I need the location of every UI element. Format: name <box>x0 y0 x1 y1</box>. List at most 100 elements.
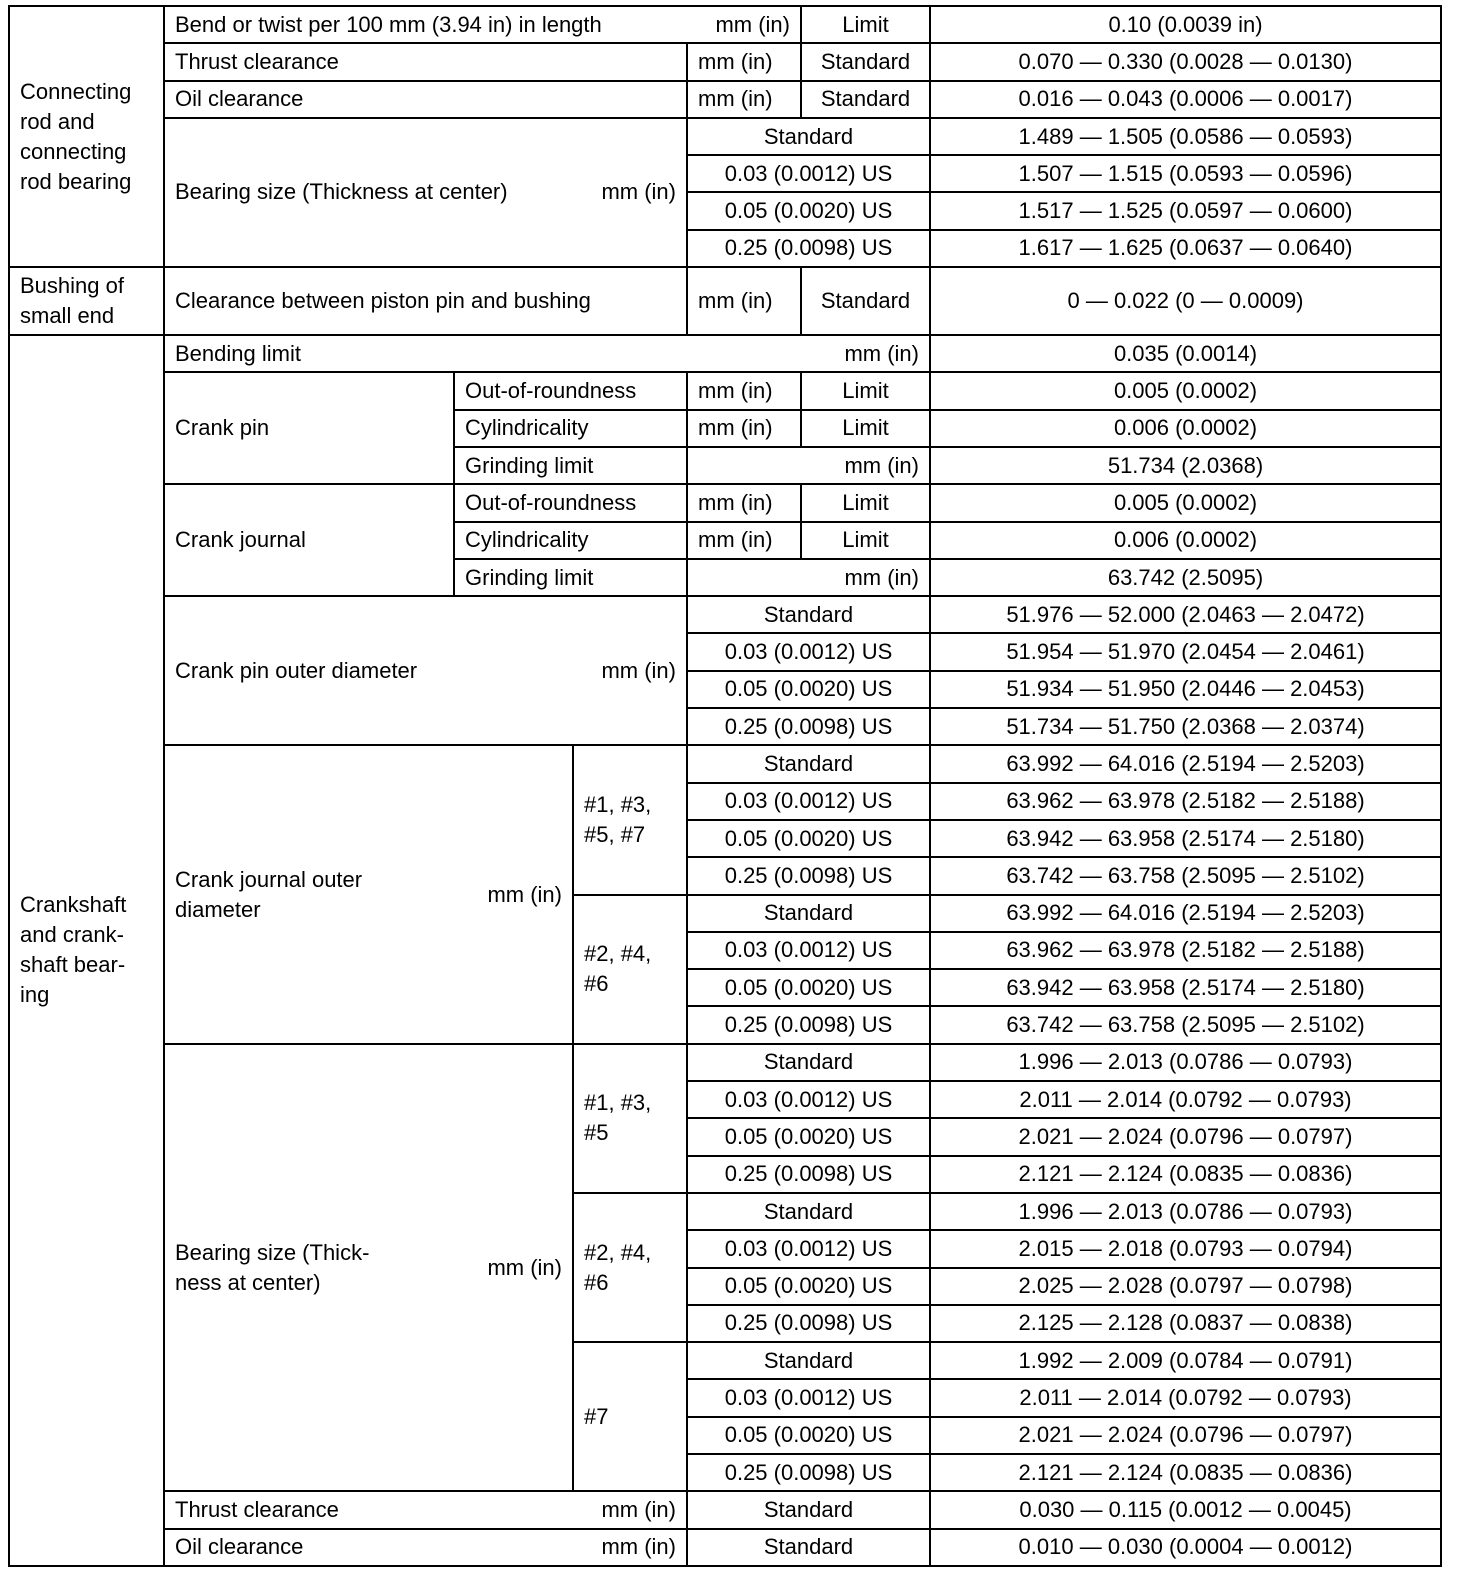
table-row: 0.03 (0.0012) US 51.954 — 51.970 (2.0454 … <box>9 632 1442 672</box>
size: 0.05 (0.0020) US <box>686 1117 931 1157</box>
item-text: Bearing size (Thick- ness at center) <box>175 1239 370 1295</box>
value: 63.742 — 63.758 (2.5095 — 2.5102) <box>929 1005 1442 1045</box>
table-row: Crankshaft and crank- shaft bear- ing Be… <box>8 334 1442 1567</box>
item-label: Oil clearance <box>163 79 688 119</box>
value: 51.954 — 51.970 (2.0454 — 2.0461) <box>929 632 1442 672</box>
table-row: 0.03 (0.0012) US 2.011 — 2.014 (0.0792 — … <box>9 1378 1442 1418</box>
kind: Limit <box>800 520 931 560</box>
unit: mm (in) <box>686 371 802 411</box>
table-row: Cylindricality mm (in) Limit 0.006 (0.00… <box>9 408 1442 448</box>
kind: Standard <box>686 1527 931 1567</box>
table-row: 0.03 (0.0012) US 63.962 — 63.978 (2.5182 … <box>9 781 1442 821</box>
value: 63.992 — 64.016 (2.5194 — 2.5203) <box>929 744 1442 784</box>
table-row: #7 Standard 1.992 — 2.009 (0.0784 — 0.07… <box>9 1341 1442 1493</box>
kind: Standard <box>800 79 931 119</box>
table-row: 0.03 (0.0012) US 2.011 — 2.014 (0.0792 — … <box>9 1080 1442 1120</box>
table-row: 0.03 (0.0012) US 63.962 — 63.978 (2.5182 … <box>9 930 1442 971</box>
sub-label: Grinding limit <box>453 557 688 598</box>
unit: mm (in) <box>686 266 802 337</box>
size: 0.03 (0.0012) US <box>686 1080 931 1120</box>
table-row: Bushing of small end Clearance between p… <box>8 266 1442 337</box>
value: 2.015 — 2.018 (0.0793 — 0.0794) <box>929 1229 1442 1269</box>
table-row: Bearing size (Thickness at center) mm (in… <box>9 116 1442 269</box>
item-text: Bending limit <box>175 340 301 366</box>
value: 63.942 — 63.958 (2.5174 — 2.5180) <box>929 818 1442 859</box>
size: Standard <box>686 744 931 784</box>
table-row: Thrust clearance mm (in) Standard 0.070 … <box>9 42 1442 82</box>
table-row: Oil clearance mm (in) Standard 0.010 — 0.… <box>9 1527 1442 1567</box>
size: 0.25 (0.0098) US <box>686 856 931 896</box>
size: 0.05 (0.0020) US <box>686 1415 931 1455</box>
unit: mm (in) <box>844 340 919 366</box>
table-row: 0.05 (0.0020) US 63.942 — 63.958 (2.5174 … <box>9 968 1442 1008</box>
table-row: 0.05 (0.0020) US 63.942 — 63.958 (2.5174 … <box>9 818 1442 859</box>
value: 0.006 (0.0002) <box>929 520 1442 560</box>
sub-label: Out-of-roundness <box>453 483 688 523</box>
table-row: Connecting rod and connecting rod bearin… <box>8 4 1442 269</box>
size: 0.05 (0.0020) US <box>686 191 931 231</box>
size: 0.03 (0.0012) US <box>686 632 931 672</box>
value: 0 — 0.022 (0 — 0.0009) <box>929 266 1442 337</box>
table-row: 0.25 (0.0098) US 1.617 — 1.625 (0.0637 — … <box>9 228 1442 269</box>
item-label: Thrust clearance <box>163 42 688 82</box>
value: 2.011 — 2.014 (0.0792 — 0.0793) <box>929 1080 1442 1120</box>
item-text: Crank pin outer diameter <box>175 657 418 683</box>
value: 51.976 — 52.000 (2.0463 — 2.0472) <box>929 595 1442 635</box>
unit: mm (in) <box>686 79 802 119</box>
table-row: 0.25 (0.0098) US 2.125 — 2.128 (0.0837 — … <box>9 1303 1442 1344</box>
unit: mm (in) <box>601 179 676 205</box>
unit: mm (in) <box>715 11 790 37</box>
size: Standard <box>686 1042 931 1083</box>
table-row: 0.05 (0.0020) US 1.517 — 1.525 (0.0597 — … <box>9 191 1442 231</box>
table-row: 0.25 (0.0098) US 2.121 — 2.124 (0.0835 — … <box>9 1452 1442 1493</box>
sub-label: Out-of-roundness <box>453 371 688 411</box>
size: 0.25 (0.0098) US <box>686 1005 931 1045</box>
value: 1.996 — 2.013 (0.0786 — 0.0793) <box>929 1191 1442 1232</box>
journal-group: #7 <box>572 1341 688 1493</box>
item-text: Thrust clearance <box>175 1496 339 1522</box>
table-row: Crank pin outer diameter mm (in) Standard… <box>9 595 1442 747</box>
item-label: Bearing size (Thickness at center) mm (in… <box>163 116 688 269</box>
value: 0.005 (0.0002) <box>929 371 1442 411</box>
unit: mm (in) <box>601 1534 676 1560</box>
value: 1.507 — 1.515 (0.0593 — 0.0596) <box>929 154 1442 194</box>
size: 0.03 (0.0012) US <box>686 930 931 971</box>
unit: mm (in) <box>487 881 562 907</box>
size: 0.25 (0.0098) US <box>686 707 931 747</box>
table-row: Grinding limit mm (in) 51.734 (2.0368) <box>9 445 1442 486</box>
table-row: Bearing size (Thick- ness at center) mm (… <box>9 1042 1442 1493</box>
table-row: Oil clearance mm (in) Standard 0.016 — 0… <box>9 79 1442 119</box>
section-label: Bushing of small end <box>8 266 165 337</box>
table-row: Crank journal Out-of-roundness mm (in) L… <box>9 483 1442 598</box>
table-row: 0.25 (0.0098) US 2.121 — 2.124 (0.0835 — … <box>9 1154 1442 1194</box>
table-row: Grinding limit mm (in) 63.742 (2.5095) <box>9 557 1442 598</box>
value: 2.125 — 2.128 (0.0837 — 0.0838) <box>929 1303 1442 1344</box>
size: Standard <box>686 1341 931 1381</box>
item-label: Oil clearance mm (in) <box>163 1527 688 1567</box>
value: 51.734 — 51.750 (2.0368 — 2.0374) <box>929 707 1442 747</box>
unit: mm (in) <box>601 657 676 683</box>
value: 63.742 — 63.758 (2.5095 — 2.5102) <box>929 856 1442 896</box>
size: 0.05 (0.0020) US <box>686 1266 931 1306</box>
table-row: 0.03 (0.0012) US 2.015 — 2.018 (0.0793 — … <box>9 1229 1442 1269</box>
item-text: Bearing size (Thickness at center) <box>175 179 508 205</box>
value: 1.489 — 1.505 (0.0586 — 0.0593) <box>929 116 1442 157</box>
value: 2.025 — 2.028 (0.0797 — 0.0798) <box>929 1266 1442 1306</box>
size: Standard <box>686 116 931 157</box>
value: 63.962 — 63.978 (2.5182 — 2.5188) <box>929 930 1442 971</box>
table-row: Crank journal outer diameter mm (in) #1, … <box>9 744 1442 1045</box>
size: 0.03 (0.0012) US <box>686 1229 931 1269</box>
table-row: 0.25 (0.0098) US 63.742 — 63.758 (2.5095 … <box>9 856 1442 896</box>
value: 0.006 (0.0002) <box>929 408 1442 448</box>
value: 0.070 — 0.330 (0.0028 — 0.0130) <box>929 42 1442 82</box>
table-row: Crank pin Out-of-roundness mm (in) Limit… <box>9 371 1442 486</box>
item-label: Bend or twist per 100 mm (3.94 in) in le… <box>163 4 802 45</box>
kind: Limit <box>800 483 931 523</box>
size: 0.03 (0.0012) US <box>686 781 931 821</box>
unit: mm (in) <box>686 557 931 598</box>
value: 2.121 — 2.124 (0.0835 — 0.0836) <box>929 1452 1442 1493</box>
item-text: Oil clearance <box>175 1534 304 1560</box>
unit: mm (in) <box>686 483 802 523</box>
size: 0.03 (0.0012) US <box>686 1378 931 1418</box>
kind: Limit <box>800 408 931 448</box>
